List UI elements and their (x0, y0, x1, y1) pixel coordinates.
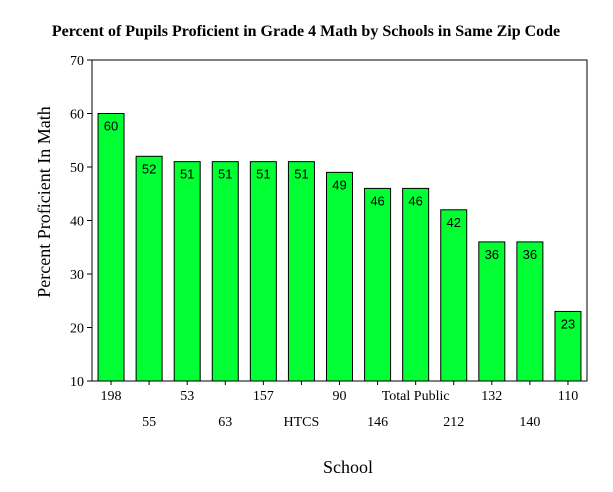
data-label: 51 (218, 167, 232, 182)
category-label: HTCS (284, 415, 320, 430)
bar (326, 171, 353, 382)
data-label: 46 (370, 193, 384, 208)
category-label: 132 (481, 389, 502, 404)
data-label: 46 (408, 193, 422, 208)
bar (173, 161, 201, 382)
chart-title: Percent of Pupils Proficient in Grade 4 … (52, 23, 560, 40)
data-label: 23 (561, 316, 575, 331)
data-label: 42 (446, 215, 460, 230)
bar (249, 161, 277, 382)
data-label: 36 (485, 247, 499, 262)
data-label: 51 (294, 167, 308, 182)
bar (478, 241, 506, 382)
category-label: 146 (367, 415, 388, 430)
y-tick-label: 70 (70, 54, 84, 69)
data-label: 60 (104, 119, 118, 134)
y-tick-label: 40 (70, 215, 84, 230)
y-tick-label: 10 (70, 375, 84, 390)
plot-area: 10 20 30 40 50 60 70 60 198 52 55 51 53 51 63 51 157 51 HT… (70, 54, 588, 430)
data-label: 36 (523, 247, 537, 262)
category-label: 198 (101, 389, 122, 404)
bar (364, 187, 392, 382)
data-label: 51 (180, 167, 194, 182)
y-tick-label: 20 (70, 322, 84, 337)
data-label: 49 (332, 177, 346, 192)
bar (440, 209, 468, 382)
category-label: 53 (180, 389, 194, 404)
category-label: 55 (142, 415, 156, 430)
data-label: 52 (142, 161, 156, 176)
category-label: 110 (558, 389, 578, 404)
y-tick-label: 30 (70, 268, 84, 283)
category-label: 212 (443, 415, 464, 430)
y-axis-title: Percent Proficient In Math (34, 106, 54, 297)
x-axis-title: School (323, 457, 373, 477)
y-tick-label: 60 (70, 108, 84, 123)
y-tick-label: 50 (70, 161, 84, 176)
category-label: 63 (218, 415, 232, 430)
bar (135, 155, 163, 382)
bar (97, 113, 125, 382)
bar (287, 161, 315, 382)
category-label: 140 (519, 415, 540, 430)
bar (211, 161, 239, 382)
bar (516, 241, 544, 382)
data-label: 51 (256, 167, 270, 182)
category-label: Total Public (382, 389, 450, 404)
bar (402, 187, 430, 382)
category-label: 90 (333, 389, 347, 404)
category-label: 157 (253, 389, 274, 404)
